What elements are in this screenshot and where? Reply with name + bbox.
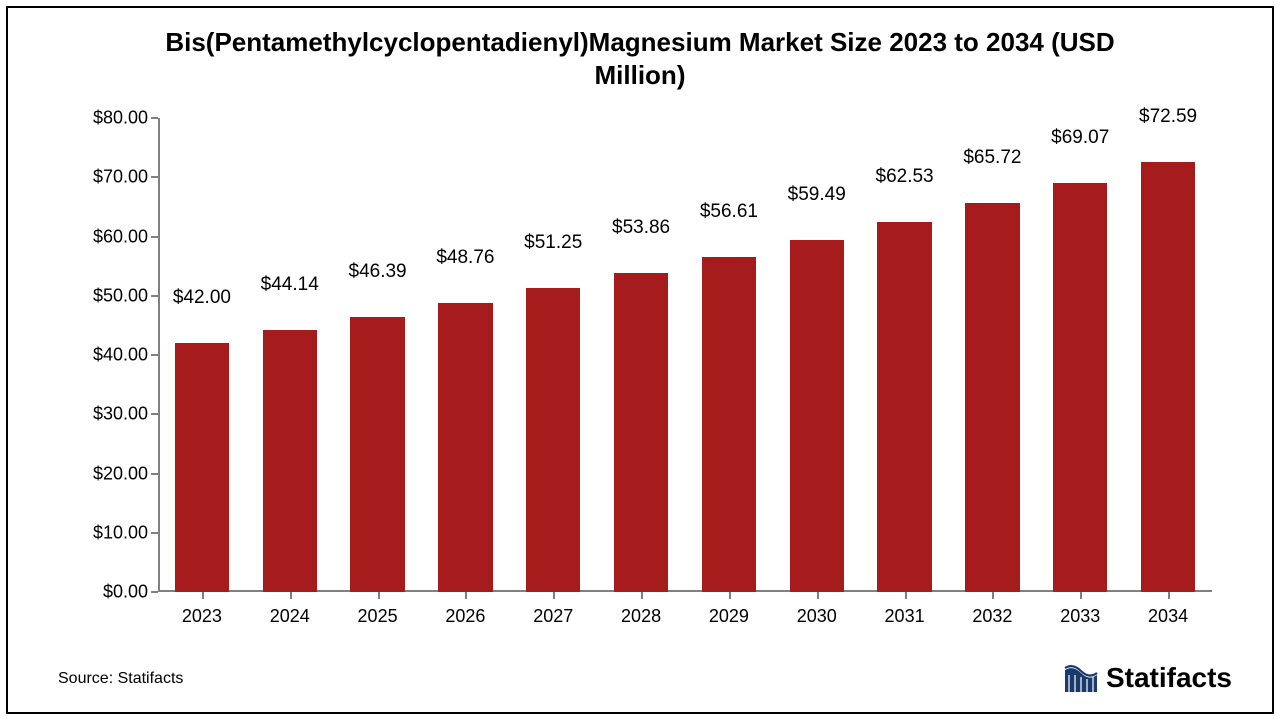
x-tick-mark <box>1168 592 1170 599</box>
bar <box>350 317 404 592</box>
y-tick-label: $20.00 <box>68 463 148 484</box>
brand-logo: Statifacts <box>1064 662 1232 694</box>
bar-slot: $44.142024 <box>263 118 317 592</box>
y-tick-mark <box>151 236 158 238</box>
bar-value-label: $51.25 <box>515 232 591 260</box>
bar-slot: $62.532031 <box>877 118 931 592</box>
bar <box>438 303 492 592</box>
bar <box>965 203 1019 592</box>
x-tick-mark <box>992 592 994 599</box>
bar-slot: $48.762026 <box>438 118 492 592</box>
bar-value-label: $69.07 <box>1042 127 1118 155</box>
x-tick-mark <box>378 592 380 599</box>
bar-slot: $42.002023 <box>175 118 229 592</box>
bar <box>790 240 844 592</box>
x-tick-mark <box>290 592 292 599</box>
bar-value-label: $53.86 <box>603 217 679 245</box>
bar-value-label: $48.76 <box>427 247 503 275</box>
x-tick-mark <box>641 592 643 599</box>
bar <box>175 343 229 592</box>
bar-slot: $65.722032 <box>965 118 1019 592</box>
y-tick-mark <box>151 354 158 356</box>
bar <box>526 288 580 592</box>
chart-title: Bis(Pentamethylcyclopentadienyl)Magnesiu… <box>8 26 1272 91</box>
bars-container: $42.002023 $44.142024 $46.392025 $48.762026… <box>158 118 1212 592</box>
y-tick-label: $10.00 <box>68 522 148 543</box>
x-tick-mark <box>729 592 731 599</box>
y-tick-mark <box>151 117 158 119</box>
bar <box>1141 162 1195 592</box>
x-tick-mark <box>553 592 555 599</box>
y-tick-mark <box>151 413 158 415</box>
bar-slot: $72.592034 <box>1141 118 1195 592</box>
x-tick-mark <box>817 592 819 599</box>
bar <box>877 222 931 592</box>
bar-value-label: $62.53 <box>866 166 942 194</box>
bar-slot: $51.252027 <box>526 118 580 592</box>
bar <box>702 257 756 592</box>
bar-slot: $53.862028 <box>614 118 668 592</box>
y-tick-label: $0.00 <box>68 582 148 603</box>
plot-area: $0.00$10.00$20.00$30.00$40.00$50.00$60.0… <box>158 118 1212 592</box>
bar-value-label: $46.39 <box>339 261 415 289</box>
y-tick-label: $50.00 <box>68 285 148 306</box>
y-tick-label: $40.00 <box>68 345 148 366</box>
y-tick-mark <box>151 591 158 593</box>
y-tick-mark <box>151 176 158 178</box>
source-text: Source: Statifacts <box>58 670 183 688</box>
bar <box>263 330 317 592</box>
bar-slot: $56.612029 <box>702 118 756 592</box>
brand-text: Statifacts <box>1106 662 1232 694</box>
bar-value-label: $72.59 <box>1130 106 1206 134</box>
x-tick-mark <box>465 592 467 599</box>
bar-value-label: $42.00 <box>164 287 240 315</box>
bar-slot: $59.492030 <box>790 118 844 592</box>
bar-value-label: $65.72 <box>954 147 1030 175</box>
chart-frame: Bis(Pentamethylcyclopentadienyl)Magnesiu… <box>6 6 1274 714</box>
bar <box>1053 183 1107 592</box>
y-tick-label: $80.00 <box>68 108 148 129</box>
y-tick-label: $30.00 <box>68 404 148 425</box>
y-tick-label: $60.00 <box>68 226 148 247</box>
bar <box>614 273 668 592</box>
bar-slot: $46.392025 <box>350 118 404 592</box>
brand-icon <box>1064 663 1098 693</box>
bar-value-label: $59.49 <box>779 184 855 212</box>
x-tick-mark <box>1080 592 1082 599</box>
bar-value-label: $44.14 <box>252 274 328 302</box>
y-tick-label: $70.00 <box>68 167 148 188</box>
bar-value-label: $56.61 <box>691 201 767 229</box>
y-tick-mark <box>151 295 158 297</box>
x-tick-mark <box>202 592 204 599</box>
bar-slot: $69.072033 <box>1053 118 1107 592</box>
y-tick-mark <box>151 532 158 534</box>
y-tick-mark <box>151 473 158 475</box>
x-tick-mark <box>905 592 907 599</box>
